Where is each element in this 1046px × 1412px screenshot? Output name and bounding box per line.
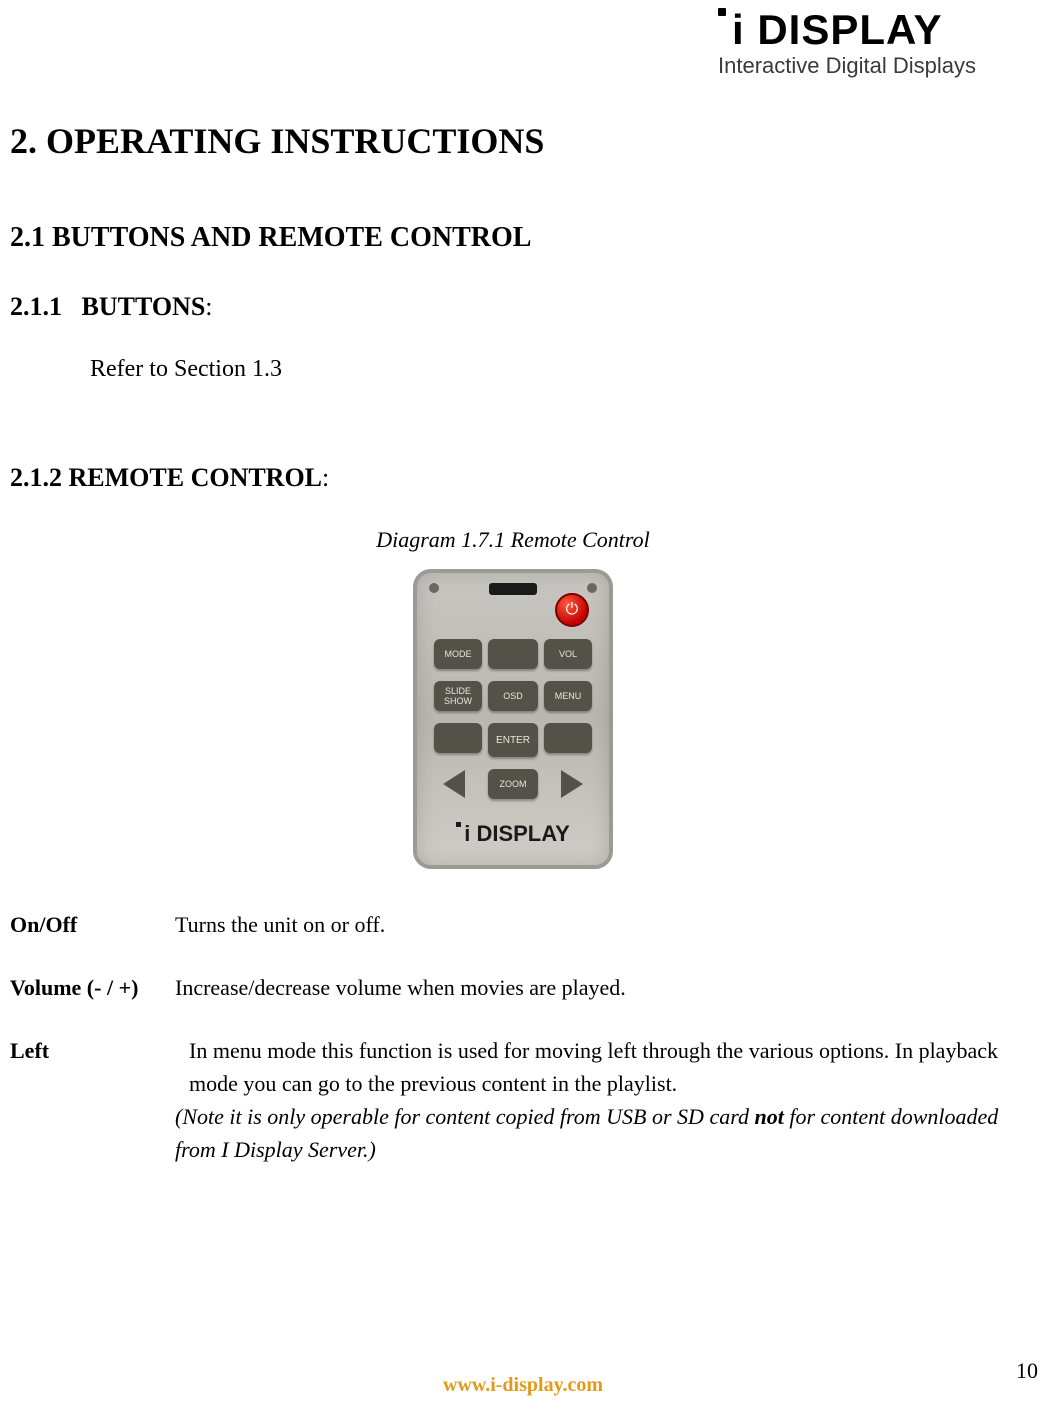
menu-button-icon: MENU bbox=[544, 681, 592, 711]
heading-3a: 2.1.1 BUTTONS: bbox=[10, 292, 1036, 322]
left-arrow-icon bbox=[443, 770, 465, 798]
heading-3a-label: BUTTONS bbox=[82, 292, 206, 321]
remote-brand-text: i DISPLAY bbox=[464, 821, 570, 846]
definition-term: Volume (- / +) bbox=[10, 971, 175, 1004]
screw-icon bbox=[429, 583, 439, 593]
logo-text: i DISPLAY bbox=[732, 6, 943, 53]
blank-button-icon bbox=[544, 723, 592, 753]
definitions-list: On/Off Turns the unit on or off. Volume … bbox=[10, 908, 1036, 1166]
heading-1: 2. OPERATING INSTRUCTIONS bbox=[10, 120, 1036, 162]
note-pre: (Note it is only operable for content co… bbox=[175, 1104, 754, 1129]
header-logo: i DISPLAY Interactive Digital Displays bbox=[718, 8, 976, 79]
enter-button-icon: ENTER bbox=[488, 723, 538, 757]
definition-desc: In menu mode this function is used for m… bbox=[175, 1034, 1036, 1166]
heading-3a-num: 2.1.1 bbox=[10, 292, 62, 321]
remote-row-2: SLIDE SHOW OSD MENU bbox=[417, 681, 609, 711]
screw-icon bbox=[587, 583, 597, 593]
definition-term: Left bbox=[10, 1034, 175, 1166]
ir-window-icon bbox=[489, 583, 537, 595]
refer-text: Refer to Section 1.3 bbox=[90, 356, 1036, 383]
remote-body: ⏻ MODE VOL SLIDE SHOW OSD MENU ENTER ZOO… bbox=[413, 569, 613, 869]
definition-row: Volume (- / +) Increase/decrease volume … bbox=[10, 971, 1036, 1004]
note-bold: not bbox=[754, 1104, 783, 1129]
definition-desc-text: In menu mode this function is used for m… bbox=[189, 1038, 998, 1096]
definition-term: On/Off bbox=[10, 908, 175, 941]
remote-row-4: ZOOM bbox=[417, 769, 609, 799]
remote-row-3: ENTER bbox=[417, 723, 609, 757]
logo-main-text: i DISPLAY bbox=[718, 8, 976, 51]
diagram-caption: Diagram 1.7.1 Remote Control bbox=[0, 527, 1036, 553]
heading-3b-text: 2.1.2 REMOTE CONTROL bbox=[10, 463, 322, 492]
blank-button-icon bbox=[488, 639, 538, 669]
heading-3b: 2.1.2 REMOTE CONTROL: bbox=[10, 463, 1036, 493]
remote-diagram: ⏻ MODE VOL SLIDE SHOW OSD MENU ENTER ZOO… bbox=[0, 569, 1036, 874]
definition-row: On/Off Turns the unit on or off. bbox=[10, 908, 1036, 941]
right-arrow-icon bbox=[561, 770, 583, 798]
page-number: 10 bbox=[1016, 1358, 1038, 1384]
definition-row: Left In menu mode this function is used … bbox=[10, 1034, 1036, 1166]
remote-brand-label: i DISPLAY bbox=[417, 821, 609, 847]
logo-sub-text: Interactive Digital Displays bbox=[718, 53, 976, 79]
slideshow-button-icon: SLIDE SHOW bbox=[434, 681, 482, 711]
remote-row-1: MODE VOL bbox=[417, 639, 609, 669]
footer-url: www.i-display.com bbox=[0, 1374, 1046, 1397]
vol-button-icon: VOL bbox=[544, 639, 592, 669]
mode-button-icon: MODE bbox=[434, 639, 482, 669]
definition-desc: Turns the unit on or off. bbox=[175, 908, 1036, 941]
heading-2: 2.1 BUTTONS AND REMOTE CONTROL bbox=[10, 222, 1036, 254]
osd-button-icon: OSD bbox=[488, 681, 538, 711]
page-content: 2. OPERATING INSTRUCTIONS 2.1 BUTTONS AN… bbox=[10, 20, 1036, 1166]
definition-desc: Increase/decrease volume when movies are… bbox=[175, 971, 1036, 1004]
definition-note: (Note it is only operable for content co… bbox=[175, 1100, 1006, 1166]
power-button-icon: ⏻ bbox=[555, 593, 589, 627]
blank-button-icon bbox=[434, 723, 482, 753]
zoom-button-icon: ZOOM bbox=[488, 769, 538, 799]
